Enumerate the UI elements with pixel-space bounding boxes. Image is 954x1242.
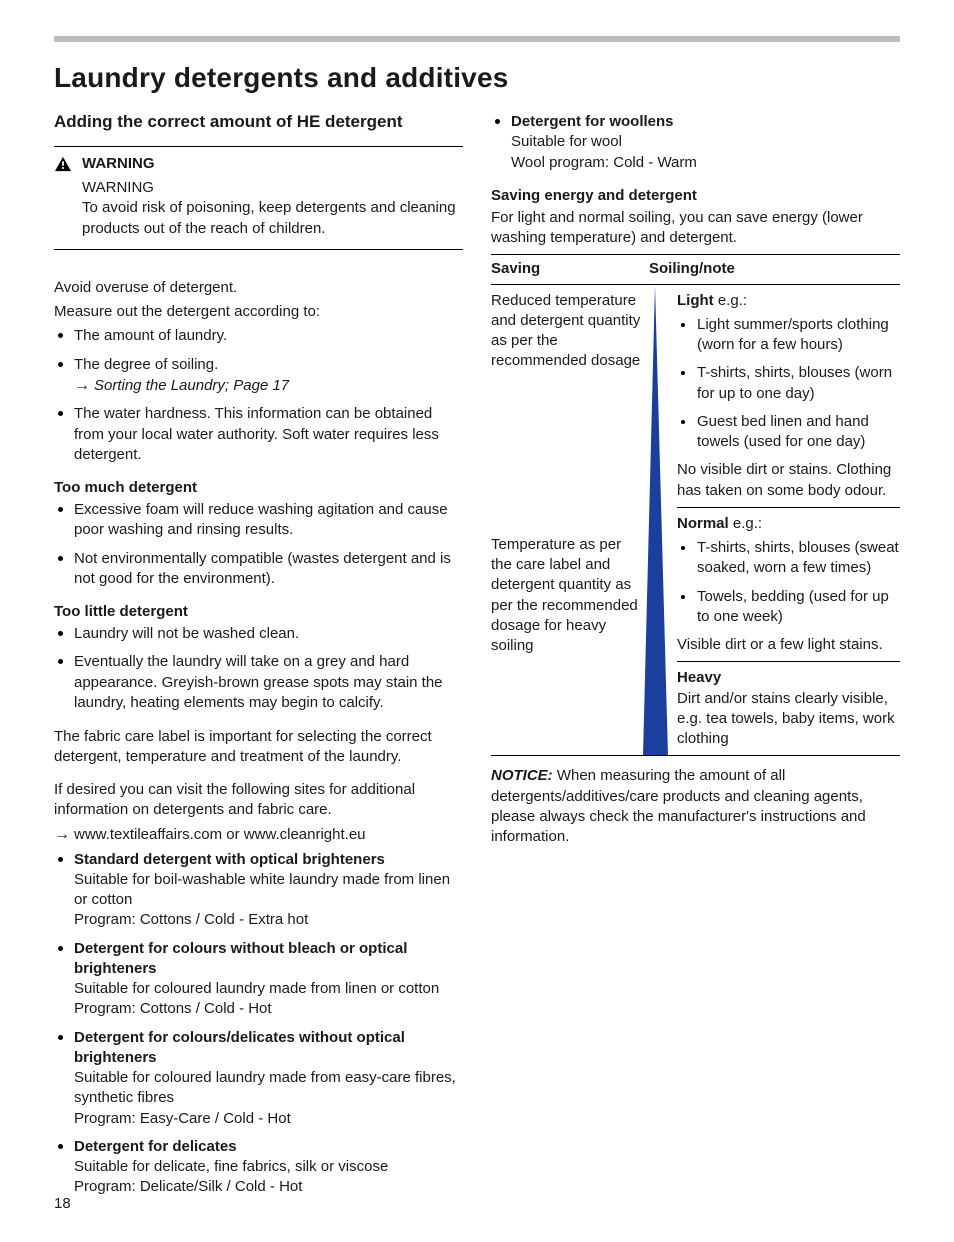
- type-l1: Suitable for boil-washable white laundry…: [74, 870, 463, 911]
- links: www.textileaffairs.com or www.cleanright…: [74, 826, 366, 843]
- eg: e.g.:: [718, 292, 747, 309]
- cell-light: Light e.g.: Light summer/sports clothing…: [649, 291, 900, 501]
- list-item: Standard detergent with optical brighten…: [54, 850, 463, 931]
- list-item: T-shirts, shirts, blouses (sweat soaked,…: [677, 538, 900, 579]
- divider: [677, 661, 900, 662]
- wool-head: Detergent for woollens: [511, 113, 674, 130]
- page-title: Laundry detergents and additives: [54, 62, 900, 94]
- divider: [677, 507, 900, 508]
- visit-note: If desired you can visit the following s…: [54, 780, 463, 821]
- links-line: →www.textileaffairs.com or www.cleanrigh…: [54, 824, 463, 846]
- detergent-types: Standard detergent with optical brighten…: [54, 850, 463, 1198]
- wool-list: Detergent for woollens Suitable for wool…: [491, 112, 900, 173]
- too-much-head: Too much detergent: [54, 479, 463, 496]
- warning-triangle-icon: [54, 156, 72, 172]
- type-l1: Suitable for coloured laundry made from …: [74, 979, 463, 999]
- type-head: Standard detergent with optical brighten…: [74, 851, 385, 868]
- arrow-icon: →: [74, 375, 90, 397]
- warning-sub: WARNING: [82, 179, 154, 196]
- list-item: Not environmentally compatible (wastes d…: [54, 549, 463, 590]
- list-item: T-shirts, shirts, blouses (worn for up t…: [677, 363, 900, 404]
- th-soiling: Soiling/note: [649, 259, 900, 279]
- list-item: Towels, bedding (used for up to one week…: [677, 587, 900, 628]
- warning-head: WARNING: [54, 155, 463, 172]
- th-saving: Saving: [491, 259, 649, 279]
- type-l2: Program: Cottons / Cold - Hot: [74, 999, 463, 1019]
- manual-page: Laundry detergents and additives Adding …: [0, 0, 954, 1242]
- list-item: The amount of laundry.: [54, 326, 463, 346]
- wool-l2: Wool program: Cold - Warm: [511, 153, 900, 173]
- cell-normal: Normal e.g.: T-shirts, shirts, blouses (…: [649, 501, 900, 750]
- type-head: Detergent for delicates: [74, 1138, 237, 1155]
- type-l1: Suitable for delicate, fine fabrics, sil…: [74, 1157, 463, 1177]
- list-item: The degree of soiling. →Sorting the Laun…: [54, 355, 463, 397]
- too-much-list: Excessive foam will reduce washing agita…: [54, 500, 463, 589]
- type-l2: Program: Delicate/Silk / Cold - Hot: [74, 1177, 463, 1197]
- normal-items: T-shirts, shirts, blouses (sweat soaked,…: [677, 538, 900, 627]
- list-item: The water hardness. This information can…: [54, 404, 463, 465]
- type-l2: Program: Easy-Care / Cold - Hot: [74, 1109, 463, 1129]
- left-column: Adding the correct amount of HE detergen…: [54, 112, 463, 1212]
- table-header: Saving Soiling/note: [491, 255, 900, 284]
- page-number: 18: [54, 1195, 71, 1212]
- wool-l1: Suitable for wool: [511, 132, 900, 152]
- list-item: Laundry will not be washed clean.: [54, 624, 463, 644]
- table-row-light: Reduced temperature and detergent quanti…: [491, 291, 900, 501]
- light-note: No visible dirt or stains. Clothing has …: [677, 460, 900, 501]
- list-text: The amount of laundry.: [74, 327, 227, 344]
- avoid-text: Avoid overuse of detergent.: [54, 278, 463, 298]
- list-item: Detergent for woollens Suitable for wool…: [491, 112, 900, 173]
- heavy-label: Heavy: [677, 668, 900, 688]
- top-rule: [54, 36, 900, 42]
- heavy-text: Dirt and/or stains clearly visible, e.g.…: [677, 689, 900, 750]
- type-head: Detergent for colours/delicates without …: [74, 1029, 405, 1066]
- section-subhead: Adding the correct amount of HE detergen…: [54, 112, 463, 132]
- list-item: Detergent for colours/delicates without …: [54, 1028, 463, 1129]
- normal-label: Normal: [677, 515, 729, 532]
- warning-body: WARNING To avoid risk of poisoning, keep…: [54, 178, 463, 239]
- saving-head: Saving energy and detergent: [491, 187, 900, 204]
- arrow-icon: →: [54, 824, 70, 846]
- notice-label: NOTICE:: [491, 767, 553, 784]
- warning-text: To avoid risk of poisoning, keep deterge…: [82, 199, 456, 236]
- list-text: The degree of soiling.: [74, 356, 218, 373]
- too-little-list: Laundry will not be washed clean. Eventu…: [54, 624, 463, 713]
- right-column: Detergent for woollens Suitable for wool…: [491, 112, 900, 1212]
- measure-list: The amount of laundry. The degree of soi…: [54, 326, 463, 465]
- list-item: Eventually the laundry will take on a gr…: [54, 652, 463, 713]
- measure-text: Measure out the detergent according to:: [54, 302, 463, 322]
- list-text: The water hardness. This information can…: [74, 405, 439, 463]
- list-item: Excessive foam will reduce washing agita…: [54, 500, 463, 541]
- notice: NOTICE: When measuring the amount of all…: [491, 766, 900, 847]
- blue-triangle-icon: [643, 285, 669, 756]
- normal-note: Visible dirt or a few light stains.: [677, 635, 900, 655]
- warning-label: WARNING: [82, 155, 155, 172]
- fabric-note: The fabric care label is important for s…: [54, 727, 463, 768]
- table-body: Reduced temperature and detergent quanti…: [491, 285, 900, 757]
- eg: e.g.:: [733, 515, 762, 532]
- cell-saving: Temperature as per the care label and de…: [491, 501, 649, 750]
- warning-box: WARNING WARNING To avoid risk of poisoni…: [54, 146, 463, 250]
- saving-text: For light and normal soiling, you can sa…: [491, 208, 900, 249]
- list-item: Guest bed linen and hand towels (used fo…: [677, 412, 900, 453]
- table-row-normal: Temperature as per the care label and de…: [491, 501, 900, 750]
- cell-saving: Reduced temperature and detergent quanti…: [491, 291, 649, 501]
- list-item: Light summer/sports clothing (worn for a…: [677, 315, 900, 356]
- type-head: Detergent for colours without bleach or …: [74, 940, 407, 977]
- xref: →Sorting the Laundry; Page 17: [74, 375, 463, 397]
- too-little-head: Too little detergent: [54, 603, 463, 620]
- type-l2: Program: Cottons / Cold - Extra hot: [74, 910, 463, 930]
- type-l1: Suitable for coloured laundry made from …: [74, 1068, 463, 1109]
- two-columns: Adding the correct amount of HE detergen…: [54, 112, 900, 1212]
- saving-table: Saving Soiling/note Reduced temperature …: [491, 254, 900, 756]
- light-label: Light: [677, 292, 714, 309]
- light-items: Light summer/sports clothing (worn for a…: [677, 315, 900, 453]
- list-item: Detergent for delicates Suitable for del…: [54, 1137, 463, 1198]
- list-item: Detergent for colours without bleach or …: [54, 939, 463, 1020]
